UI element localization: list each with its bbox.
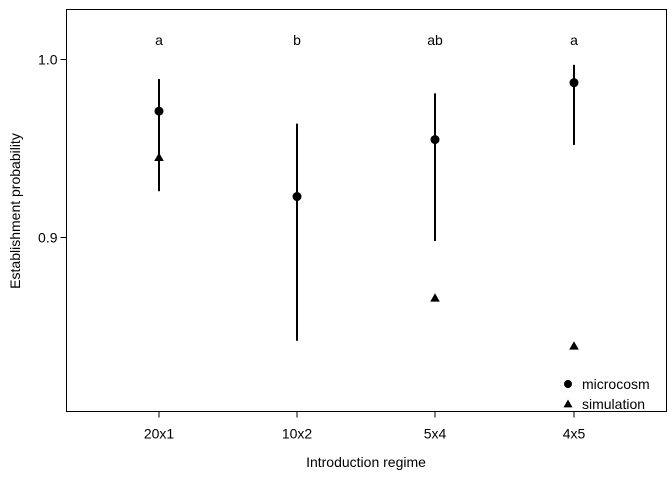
x-tick-label: 20x1 [144, 426, 175, 442]
microcosm-point [292, 192, 302, 202]
x-tick-label: 10x2 [282, 426, 313, 442]
x-tick-label: 5x4 [424, 426, 447, 442]
y-tick-label: 1.0 [38, 52, 58, 68]
y-tick-label: 0.9 [38, 230, 58, 246]
significance-letter: a [155, 32, 163, 48]
chart-marks: a b ab a [154, 32, 579, 350]
simulation-point [154, 152, 164, 161]
legend-microcosm-marker [564, 380, 572, 388]
plot-frame [66, 9, 667, 412]
y-axis-label: Establishment probability [7, 133, 23, 289]
legend-simulation-label: simulation [582, 396, 645, 412]
legend-microcosm-label: microcosm [582, 376, 650, 392]
microcosm-point [569, 78, 579, 88]
microcosm-point [154, 106, 164, 116]
x-tick-label: 4x5 [563, 426, 586, 442]
significance-letter: ab [427, 32, 443, 48]
x-axis-label: Introduction regime [306, 454, 426, 470]
microcosm-point [430, 135, 440, 145]
legend-simulation-marker [563, 399, 573, 408]
significance-letter: b [293, 32, 301, 48]
simulation-point [430, 293, 440, 302]
significance-letter: a [570, 32, 578, 48]
legend: microcosm simulation [563, 376, 650, 412]
simulation-point [569, 341, 579, 350]
chart-axes: 0.9 1.0 20x1 10x2 5x4 4x5 [38, 52, 585, 442]
